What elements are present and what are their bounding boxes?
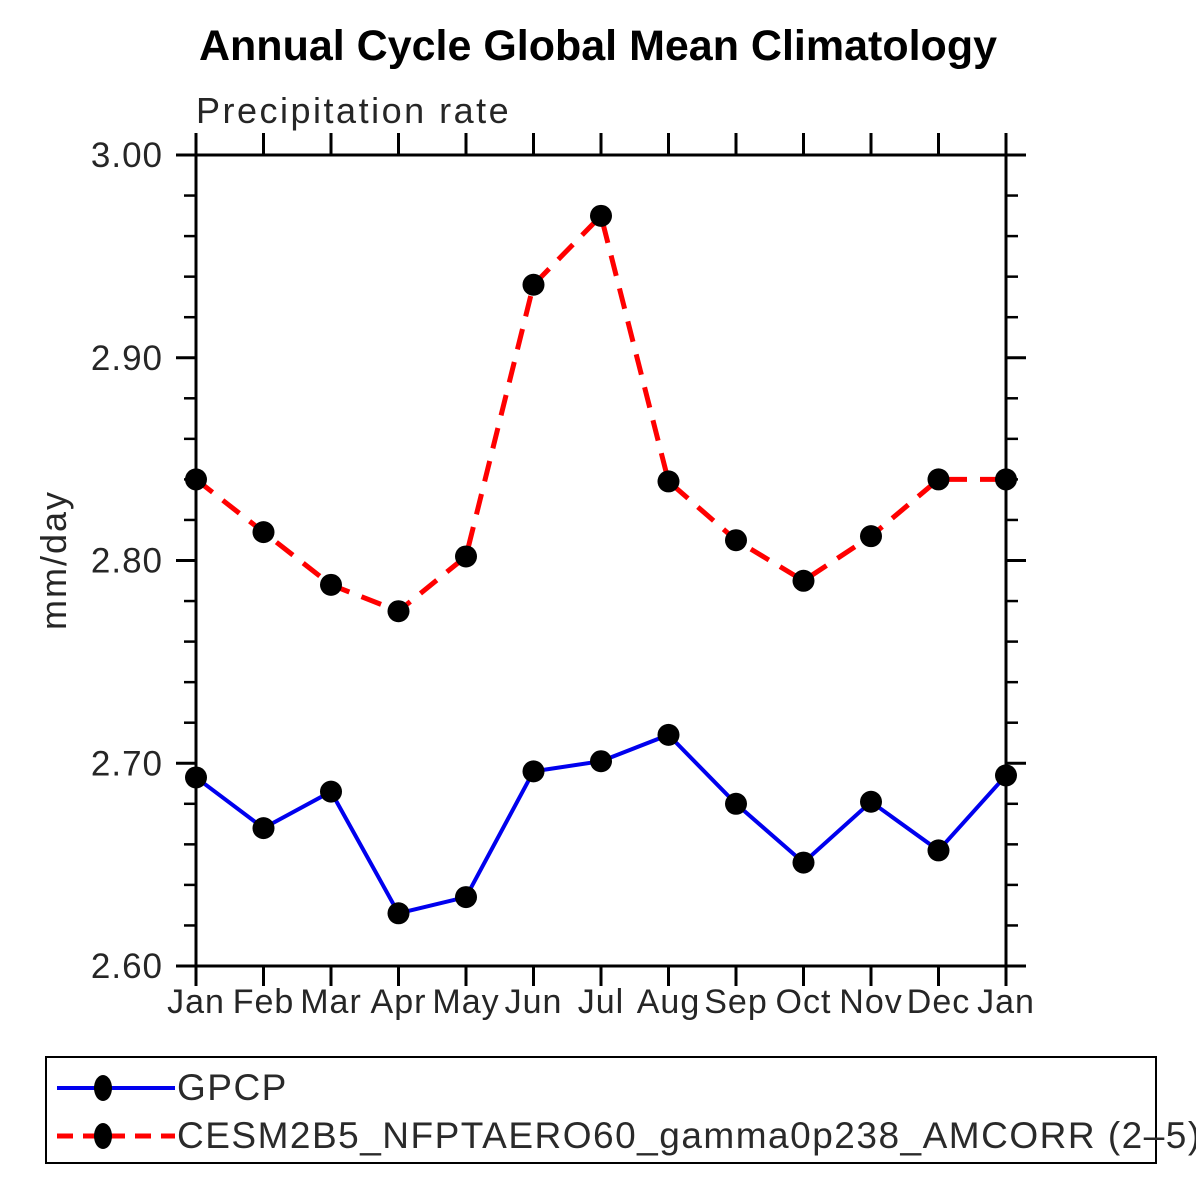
data-point-marker: [320, 573, 342, 596]
month-label: Mar: [300, 983, 362, 1021]
legend-marker-sample: [94, 1123, 112, 1149]
data-point-marker: [252, 521, 275, 544]
data-point-marker: [860, 790, 882, 813]
legend-item-cesm: CESM2B5_NFPTAERO60_gamma0p238_AMCORR (2–…: [55, 1114, 1196, 1158]
data-point-marker: [590, 204, 612, 227]
y-tick-label: 3.00: [91, 136, 163, 175]
data-point-marker: [185, 766, 207, 789]
data-point-marker: [860, 525, 882, 548]
data-point-marker: [590, 750, 612, 773]
legend: GPCP CESM2B5_NFPTAERO60_gamma0p238_AMCOR…: [45, 1056, 1196, 1164]
data-point-marker: [185, 468, 207, 491]
series-line-1: [194, 210, 1006, 615]
data-point-marker: [320, 780, 342, 803]
month-label: Feb: [233, 983, 295, 1021]
chart-subtitle: Precipitation rate: [196, 90, 512, 131]
data-point-marker: [657, 470, 680, 493]
y-tick-label: 2.70: [91, 744, 163, 783]
data-point-marker: [792, 851, 815, 874]
month-label: Jun: [505, 983, 563, 1021]
legend-label-cesm: CESM2B5_NFPTAERO60_gamma0p238_AMCORR (2–…: [177, 1115, 1196, 1156]
month-label: Jul: [578, 983, 624, 1021]
data-point-marker: [725, 792, 747, 815]
month-label: Sep: [704, 983, 768, 1021]
legend-item-gpcp: GPCP: [55, 1066, 288, 1110]
month-label: Nov: [839, 983, 902, 1021]
month-label: Oct: [776, 983, 832, 1021]
gpcp-line-swatch: [57, 1075, 175, 1101]
data-point-marker: [657, 723, 680, 746]
data-point-marker: [927, 468, 950, 491]
y-tick-label: 2.80: [91, 542, 163, 581]
data-point-marker: [387, 600, 410, 623]
data-point-marker: [522, 273, 545, 296]
y-tick-label: 2.90: [91, 339, 163, 378]
y-tick-label: 2.60: [91, 947, 163, 986]
data-point-marker: [995, 468, 1017, 491]
month-label: May: [432, 983, 499, 1021]
month-label: Apr: [371, 983, 427, 1021]
legend-marker-sample: [94, 1075, 112, 1101]
month-label: Aug: [637, 983, 701, 1021]
data-point-marker: [522, 760, 545, 783]
month-label: Dec: [907, 983, 970, 1021]
data-point-marker: [927, 839, 950, 862]
data-point-marker: [455, 886, 477, 909]
cesm-line-swatch: [57, 1123, 175, 1149]
plot-frame: [194, 153, 1008, 968]
month-label: Jan: [167, 983, 225, 1021]
chart-title: Annual Cycle Global Mean Climatology: [198, 22, 998, 70]
legend-label-gpcp: GPCP: [177, 1067, 288, 1108]
month-label: Jan: [977, 983, 1035, 1021]
data-point-marker: [252, 817, 275, 840]
data-point-marker: [995, 764, 1017, 787]
data-point-marker: [792, 569, 815, 592]
data-point-marker: [455, 545, 477, 568]
data-point-marker: [387, 902, 410, 925]
data-point-marker: [725, 529, 747, 552]
